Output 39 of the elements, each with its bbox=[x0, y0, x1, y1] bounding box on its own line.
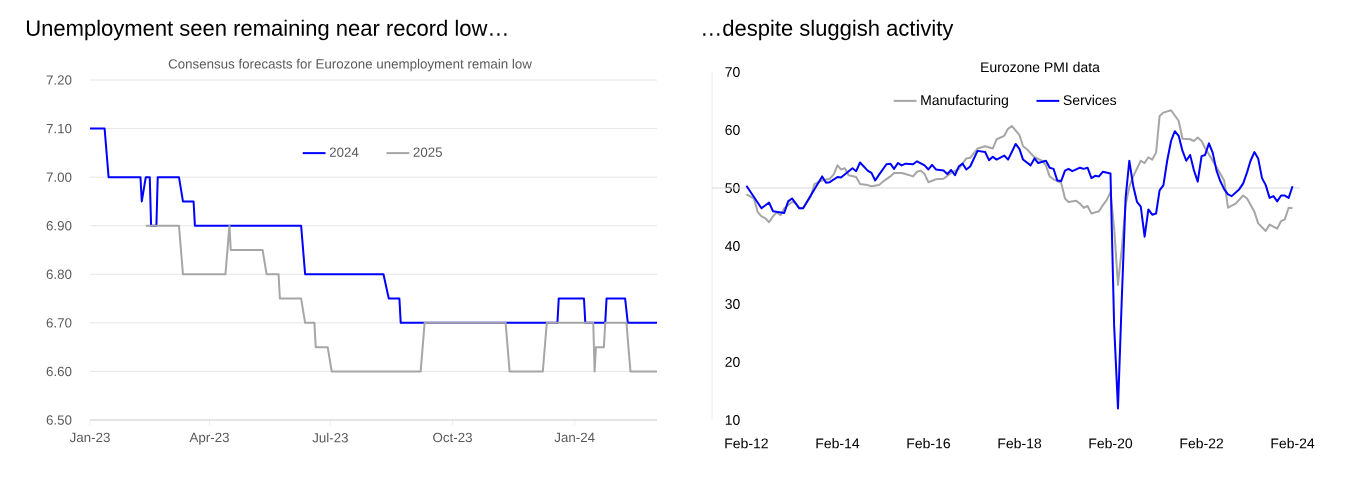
legend-label: 2025 bbox=[413, 147, 443, 157]
chart-subtitle: Consensus forecasts for Eurozone unemployment remain low bbox=[168, 58, 532, 72]
chart-title: …despite sluggish activity bbox=[703, 19, 954, 41]
x-tick-label: Jan-23 bbox=[69, 432, 110, 443]
y-tick-label: 6.50 bbox=[46, 415, 72, 425]
x-tick-label: Feb-22 bbox=[1180, 438, 1224, 449]
x-tick-label: Feb-12 bbox=[725, 438, 768, 449]
line-series bbox=[144, 224, 658, 373]
x-tick-label: Feb-20 bbox=[1089, 438, 1133, 449]
y-tick-label: 50 bbox=[725, 183, 740, 193]
x-tick-label: Jan-24 bbox=[554, 432, 595, 443]
y-tick-label: 20 bbox=[725, 357, 740, 367]
y-tick-label: 10 bbox=[725, 415, 740, 425]
legend-label: Manufacturing bbox=[921, 94, 1008, 108]
y-tick-label: 7.00 bbox=[46, 172, 72, 182]
chart-subtitle: Eurozone PMI data bbox=[981, 61, 1100, 73]
x-tick-label: Feb-18 bbox=[998, 438, 1042, 449]
y-tick-label: 6.90 bbox=[46, 221, 72, 231]
x-tick-label: Jul-23 bbox=[312, 432, 348, 443]
line-series bbox=[89, 127, 658, 324]
y-tick-label: 7.10 bbox=[46, 123, 72, 134]
chart-title: Unemployment seen remaining near record low… bbox=[26, 19, 507, 41]
legend-label: Services bbox=[1063, 94, 1117, 106]
x-tick-label: Apr-23 bbox=[189, 432, 229, 445]
line-series bbox=[745, 130, 1294, 410]
y-tick-label: 60 bbox=[725, 125, 740, 135]
y-tick-label: 70 bbox=[725, 67, 740, 77]
y-tick-label: 6.70 bbox=[46, 318, 72, 328]
legend-label: 2024 bbox=[329, 147, 359, 157]
line-series bbox=[745, 109, 1294, 286]
y-tick-label: 30 bbox=[725, 299, 740, 309]
x-tick-label: Feb-14 bbox=[816, 438, 860, 449]
y-tick-label: 6.80 bbox=[46, 269, 72, 280]
y-tick-label: 40 bbox=[725, 241, 740, 251]
x-tick-label: Oct-23 bbox=[433, 432, 472, 443]
x-tick-label: Feb-24 bbox=[1271, 438, 1315, 449]
y-tick-label: 7.20 bbox=[46, 75, 72, 85]
y-tick-label: 6.60 bbox=[46, 366, 72, 377]
x-tick-label: Feb-16 bbox=[907, 438, 951, 449]
